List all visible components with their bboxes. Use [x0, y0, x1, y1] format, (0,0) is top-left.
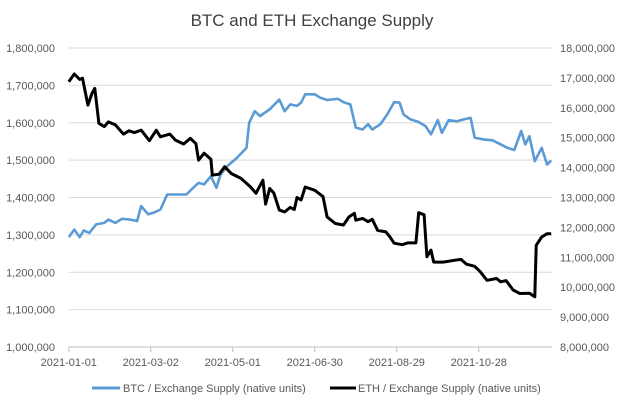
chart-title: BTC and ETH Exchange Supply — [191, 11, 434, 30]
y-left-tick-label: 1,100,000 — [6, 305, 55, 317]
x-tick-label: 2021-01-01 — [41, 357, 97, 369]
series-lines — [67, 72, 553, 299]
y-left-tick-label: 1,800,000 — [6, 43, 55, 55]
y-left-tick-label: 1,600,000 — [6, 118, 55, 130]
y-right-tick-label: 11,000,000 — [560, 252, 614, 264]
legend-label-eth: ETH / Exchange Supply (native units) — [358, 383, 541, 395]
btc-series-line — [67, 93, 553, 239]
legend: BTC / Exchange Supply (native units) ETH… — [92, 383, 541, 395]
y-right-tick-label: 9,000,000 — [560, 312, 609, 324]
y-right-tick-label: 14,000,000 — [560, 163, 615, 175]
y-right-tick-label: 10,000,000 — [560, 282, 615, 294]
y-left-tick-label: 1,400,000 — [6, 193, 55, 205]
y-left-tick-label: 1,000,000 — [6, 342, 55, 354]
y-left-tick-label: 1,700,000 — [6, 80, 55, 92]
x-tick-label: 2021-08-29 — [369, 357, 425, 369]
y-left-tick-label: 1,500,000 — [6, 155, 55, 167]
x-tick-label: 2021-06-30 — [287, 357, 343, 369]
y-right-tick-label: 18,000,000 — [560, 43, 615, 55]
y-right-tick-label: 16,000,000 — [560, 103, 615, 115]
y-right-tick-label: 17,000,000 — [560, 73, 615, 85]
x-tick-label: 2021-03-02 — [123, 357, 179, 369]
left-y-axis: 1,000,000 1,100,000 1,200,000 1,300,000 1,40… — [6, 43, 55, 354]
gridlines — [68, 47, 552, 348]
y-right-tick-label: 8,000,000 — [560, 342, 609, 354]
legend-label-btc: BTC / Exchange Supply (native units) — [123, 383, 306, 395]
x-tick-label: 2021-05-01 — [205, 357, 261, 369]
y-right-tick-label: 13,000,000 — [560, 193, 615, 205]
y-right-tick-label: 15,000,000 — [560, 133, 615, 145]
right-y-axis: 8,000,000 9,000,000 10,000,000 11,000,000 12… — [560, 43, 615, 354]
y-right-tick-label: 12,000,000 — [560, 222, 615, 234]
y-left-tick-label: 1,200,000 — [6, 267, 55, 279]
x-axis: 2021-01-01 2021-03-02 2021-05-01 2021-06-30… — [41, 346, 552, 369]
y-left-tick-label: 1,300,000 — [6, 230, 55, 242]
eth-series-line — [67, 72, 552, 299]
x-tick-label: 2021-10-28 — [451, 357, 507, 369]
